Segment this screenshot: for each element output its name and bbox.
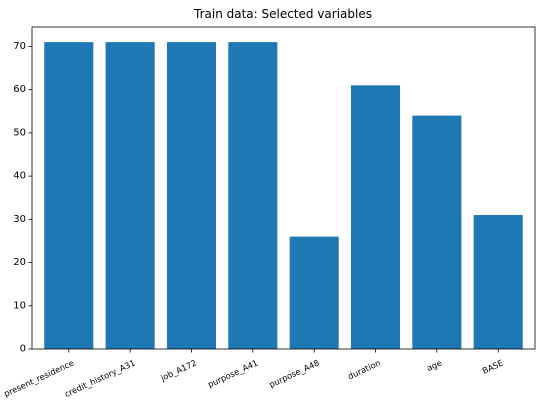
bar-purpose_A48 bbox=[289, 236, 339, 349]
bar-credit_history_A31 bbox=[105, 42, 155, 350]
y-tick-label: 20 bbox=[13, 257, 26, 268]
bars-group bbox=[44, 42, 523, 350]
y-axis: 0 10 20 30 40 50 60 70 bbox=[13, 41, 32, 355]
chart-title: Train data: Selected variables bbox=[193, 7, 372, 21]
bar-age bbox=[412, 115, 462, 349]
y-tick-label: 50 bbox=[13, 127, 26, 138]
x-tick-label: duration bbox=[346, 358, 382, 382]
bar-duration bbox=[350, 85, 401, 349]
bar-BASE bbox=[473, 215, 523, 349]
y-tick-label: 60 bbox=[13, 84, 26, 95]
y-tick-label: 0 bbox=[20, 344, 26, 355]
plot-frame bbox=[31, 26, 536, 350]
x-tick-label: purpose_A41 bbox=[206, 358, 259, 390]
x-tick-label: job_A172 bbox=[158, 358, 198, 384]
y-tick-label: 30 bbox=[13, 214, 26, 225]
bar-purpose_A41 bbox=[228, 42, 278, 350]
y-tick-label: 10 bbox=[13, 300, 26, 311]
x-tick-label: BASE bbox=[481, 358, 505, 376]
y-tick-label: 70 bbox=[13, 41, 26, 52]
bar-job_A172 bbox=[166, 42, 217, 350]
x-tick-label: purpose_A48 bbox=[267, 358, 320, 390]
bar-present_residence bbox=[44, 42, 94, 350]
x-tick-label: age bbox=[425, 358, 443, 374]
y-tick-label: 40 bbox=[13, 171, 26, 182]
